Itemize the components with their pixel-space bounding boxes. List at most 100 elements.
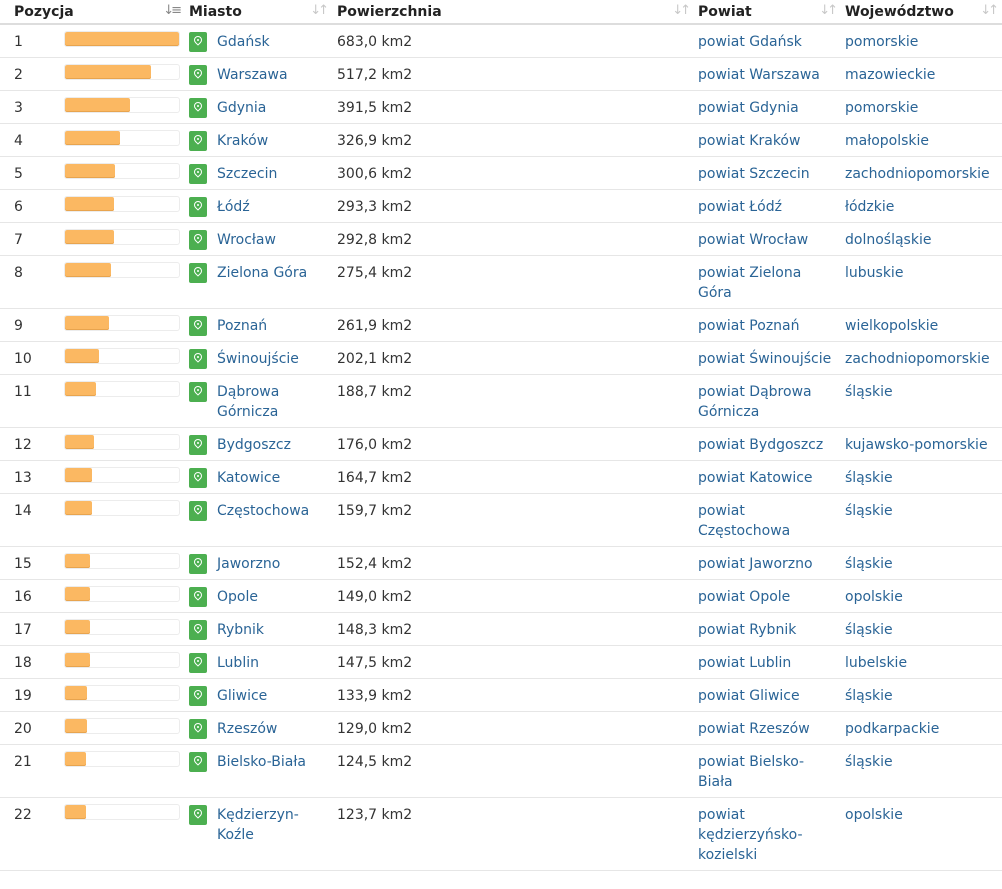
sort-icon[interactable]: ↓↑ xyxy=(980,3,999,18)
map-marker-icon[interactable] xyxy=(189,620,207,640)
powiat-link[interactable]: powiat Łódź xyxy=(698,199,782,215)
column-header-powierzchnia[interactable]: Powierzchnia ↓↑ xyxy=(332,0,694,25)
city-link[interactable]: Rybnik xyxy=(217,622,265,638)
city-link[interactable]: Zielona Góra xyxy=(217,265,308,281)
powiat-link[interactable]: powiat Wrocław xyxy=(698,232,809,248)
wojewodztwo-link[interactable]: śląskie xyxy=(845,556,893,572)
city-link[interactable]: Rzeszów xyxy=(217,721,278,737)
sort-icon[interactable]: ↓↑ xyxy=(310,3,329,18)
city-link[interactable]: Opole xyxy=(217,589,258,605)
wojewodztwo-link[interactable]: zachodniopomorskie xyxy=(845,166,990,182)
map-marker-icon[interactable] xyxy=(189,468,207,488)
cell-powiat: powiat Łódź xyxy=(694,189,841,223)
map-marker-icon[interactable] xyxy=(189,349,207,369)
wojewodztwo-link[interactable]: śląskie xyxy=(845,754,893,770)
map-marker-icon[interactable] xyxy=(189,32,207,52)
column-header-wojewodztwo[interactable]: Województwo ↓↑ xyxy=(841,0,1002,25)
wojewodztwo-link[interactable]: zachodniopomorskie xyxy=(845,351,990,367)
powiat-link[interactable]: powiat Szczecin xyxy=(698,166,810,182)
map-marker-icon[interactable] xyxy=(189,719,207,739)
powiat-link[interactable]: powiat Bydgoszcz xyxy=(698,437,824,453)
wojewodztwo-link[interactable]: lubuskie xyxy=(845,265,904,281)
map-marker-icon[interactable] xyxy=(189,501,207,521)
city-link[interactable]: Kędzierzyn-Koźle xyxy=(217,807,299,843)
city-link[interactable]: Częstochowa xyxy=(217,503,310,519)
wojewodztwo-link[interactable]: lubelskie xyxy=(845,655,908,671)
wojewodztwo-link[interactable]: pomorskie xyxy=(845,100,919,116)
wojewodztwo-link[interactable]: łódzkie xyxy=(845,199,895,215)
map-marker-icon[interactable] xyxy=(189,263,207,283)
map-marker-icon[interactable] xyxy=(189,197,207,217)
wojewodztwo-link[interactable]: śląskie xyxy=(845,688,893,704)
city-link[interactable]: Szczecin xyxy=(217,166,278,182)
city-link[interactable]: Świnoujście xyxy=(217,351,299,367)
city-link[interactable]: Gliwice xyxy=(217,688,268,704)
wojewodztwo-link[interactable]: mazowieckie xyxy=(845,67,936,83)
powiat-link[interactable]: powiat Rzeszów xyxy=(698,721,810,737)
wojewodztwo-link[interactable]: opolskie xyxy=(845,589,903,605)
city-link[interactable]: Gdynia xyxy=(217,100,267,116)
column-header-miasto[interactable]: Miasto ↓↑ xyxy=(185,0,332,25)
sort-amount-down-icon[interactable]: ↓≡ xyxy=(163,3,182,18)
map-marker-icon[interactable] xyxy=(189,554,207,574)
powiat-link[interactable]: powiat Lublin xyxy=(698,655,792,671)
powiat-link[interactable]: powiat Poznań xyxy=(698,318,800,334)
city-link[interactable]: Kraków xyxy=(217,133,269,149)
map-marker-icon[interactable] xyxy=(189,316,207,336)
powiat-link[interactable]: powiat Katowice xyxy=(698,470,813,486)
powiat-link[interactable]: powiat Gdańsk xyxy=(698,34,802,50)
wojewodztwo-link[interactable]: śląskie xyxy=(845,622,893,638)
map-marker-icon[interactable] xyxy=(189,435,207,455)
wojewodztwo-link[interactable]: małopolskie xyxy=(845,133,930,149)
map-marker-icon[interactable] xyxy=(189,382,207,402)
sort-icon[interactable]: ↓↑ xyxy=(672,3,691,18)
wojewodztwo-link[interactable]: śląskie xyxy=(845,384,893,400)
powiat-link[interactable]: powiat Gdynia xyxy=(698,100,799,116)
map-marker-icon[interactable] xyxy=(189,587,207,607)
map-marker-icon[interactable] xyxy=(189,131,207,151)
powiat-link[interactable]: powiat Częstochowa xyxy=(698,503,791,539)
map-marker-icon[interactable] xyxy=(189,230,207,250)
position-number: 10 xyxy=(14,351,32,367)
wojewodztwo-link[interactable]: śląskie xyxy=(845,503,893,519)
wojewodztwo-link[interactable]: podkarpackie xyxy=(845,721,940,737)
column-header-pozycja[interactable]: Pozycja ↓≡ xyxy=(0,0,185,25)
city-link[interactable]: Wrocław xyxy=(217,232,276,248)
city-link[interactable]: Gdańsk xyxy=(217,34,270,50)
wojewodztwo-link[interactable]: pomorskie xyxy=(845,34,919,50)
powiat-link[interactable]: powiat Rybnik xyxy=(698,622,797,638)
powiat-link[interactable]: powiat Jaworzno xyxy=(698,556,813,572)
map-marker-icon[interactable] xyxy=(189,805,207,825)
wojewodztwo-link[interactable]: kujawsko-pomorskie xyxy=(845,437,988,453)
map-marker-icon[interactable] xyxy=(189,653,207,673)
powiat-link[interactable]: powiat Warszawa xyxy=(698,67,820,83)
powiat-link[interactable]: powiat Gliwice xyxy=(698,688,800,704)
map-marker-icon[interactable] xyxy=(189,98,207,118)
wojewodztwo-link[interactable]: opolskie xyxy=(845,807,903,823)
column-header-powiat[interactable]: Powiat ↓↑ xyxy=(694,0,841,25)
wojewodztwo-link[interactable]: śląskie xyxy=(845,470,893,486)
powiat-link[interactable]: powiat Opole xyxy=(698,589,791,605)
city-link[interactable]: Poznań xyxy=(217,318,268,334)
powiat-link[interactable]: powiat Zielona Góra xyxy=(698,265,802,301)
city-link[interactable]: Bydgoszcz xyxy=(217,437,291,453)
wojewodztwo-link[interactable]: wielkopolskie xyxy=(845,318,939,334)
map-marker-icon[interactable] xyxy=(189,686,207,706)
city-link[interactable]: Bielsko-Biała xyxy=(217,754,306,770)
sort-icon[interactable]: ↓↑ xyxy=(819,3,838,18)
city-link[interactable]: Dąbrowa Górnicza xyxy=(217,384,280,420)
wojewodztwo-link[interactable]: dolnośląskie xyxy=(845,232,932,248)
city-link[interactable]: Warszawa xyxy=(217,67,288,83)
city-link[interactable]: Łódź xyxy=(217,199,250,215)
powiat-link[interactable]: powiat Kraków xyxy=(698,133,801,149)
city-link[interactable]: Katowice xyxy=(217,470,281,486)
city-link[interactable]: Lublin xyxy=(217,655,259,671)
city-link[interactable]: Jaworzno xyxy=(217,556,281,572)
powiat-link[interactable]: powiat Dąbrowa Górnicza xyxy=(698,384,812,420)
map-marker-icon[interactable] xyxy=(189,752,207,772)
powiat-link[interactable]: powiat Świnoujście xyxy=(698,351,832,367)
map-marker-icon[interactable] xyxy=(189,164,207,184)
powiat-link[interactable]: powiat kędzierzyńsko-kozielski xyxy=(698,807,803,863)
powiat-link[interactable]: powiat Bielsko-Biała xyxy=(698,754,805,790)
map-marker-icon[interactable] xyxy=(189,65,207,85)
